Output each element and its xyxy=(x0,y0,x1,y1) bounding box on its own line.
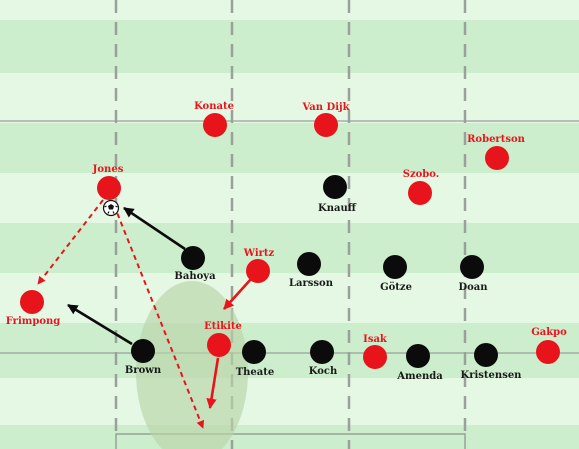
player-name: Larsson xyxy=(289,278,334,289)
player-amenda: Amenda xyxy=(396,344,443,382)
player-bahoya: Bahoya xyxy=(174,246,216,282)
player-name: Doan xyxy=(458,282,488,293)
player-name: Isak xyxy=(363,334,388,345)
black-team: Knauff Bahoya Larsson Götze Doan Brown Theate K… xyxy=(125,175,522,382)
player-marker xyxy=(242,340,266,364)
player-robertson: Robertson xyxy=(467,134,526,170)
player-name: Robertson xyxy=(467,134,526,145)
player-name: Wirtz xyxy=(243,248,275,259)
player-marker xyxy=(181,246,205,270)
player-larsson: Larsson xyxy=(289,252,334,289)
player-name: Brown xyxy=(125,365,162,376)
bahoya-press-arrow xyxy=(123,206,186,251)
player-gotze: Götze xyxy=(380,255,412,293)
player-marker xyxy=(246,259,270,283)
player-doan: Doan xyxy=(458,255,488,293)
player-marker xyxy=(363,345,387,369)
player-name: Szobo. xyxy=(403,169,440,180)
player-marker xyxy=(323,175,347,199)
player-marker xyxy=(485,146,509,170)
brown-press-arrow xyxy=(67,303,133,346)
player-name: Koch xyxy=(309,366,338,377)
player-marker xyxy=(460,255,484,279)
player-marker xyxy=(383,255,407,279)
player-isak: Isak xyxy=(363,334,388,369)
player-theate: Theate xyxy=(236,340,275,378)
player-marker xyxy=(203,113,227,137)
wirtz-pass-arrow xyxy=(223,278,252,310)
player-jones: Jones xyxy=(92,164,124,200)
player-name: Jones xyxy=(92,164,124,175)
player-marker xyxy=(131,339,155,363)
player-marker xyxy=(314,113,338,137)
player-brown: Brown xyxy=(125,339,162,376)
red-team: Konate Van Dijk Robertson Jones Szobo. Wirtz F… xyxy=(6,101,567,369)
player-etikite: Etikite xyxy=(204,321,242,357)
player-name: Frimpong xyxy=(6,316,61,327)
etikite-run-arrow xyxy=(206,357,220,410)
player-marker xyxy=(97,176,121,200)
player-wirtz: Wirtz xyxy=(243,248,275,283)
player-name: Van Dijk xyxy=(301,102,350,113)
player-koch: Koch xyxy=(309,340,338,377)
player-knauff: Knauff xyxy=(318,175,357,214)
player-marker xyxy=(408,181,432,205)
ball-icon xyxy=(102,199,120,217)
player-name: Theate xyxy=(236,367,275,378)
penalty-box xyxy=(115,433,466,449)
player-name: Gakpo xyxy=(531,327,567,338)
player-marker xyxy=(536,340,560,364)
player-marker xyxy=(406,344,430,368)
player-name: Bahoya xyxy=(174,271,216,282)
player-name: Knauff xyxy=(318,203,357,214)
player-name: Etikite xyxy=(204,321,242,332)
player-kristensen: Kristensen xyxy=(461,343,523,381)
player-name: Kristensen xyxy=(461,370,523,381)
player-marker xyxy=(20,290,44,314)
player-marker xyxy=(474,343,498,367)
player-marker xyxy=(310,340,334,364)
player-name: Götze xyxy=(380,282,412,293)
player-konate: Konate xyxy=(194,101,234,137)
player-marker xyxy=(207,333,231,357)
player-name: Konate xyxy=(194,101,234,112)
player-frimpong: Frimpong xyxy=(6,290,61,327)
player-name: Amenda xyxy=(396,371,443,382)
arrows xyxy=(37,199,252,429)
jones-pass-into-space xyxy=(113,204,205,429)
space-zone xyxy=(136,281,248,449)
player-szobo: Szobo. xyxy=(403,169,440,205)
player-gakpo: Gakpo xyxy=(531,327,567,364)
player-van-dijk: Van Dijk xyxy=(301,102,351,137)
player-marker xyxy=(297,252,321,276)
